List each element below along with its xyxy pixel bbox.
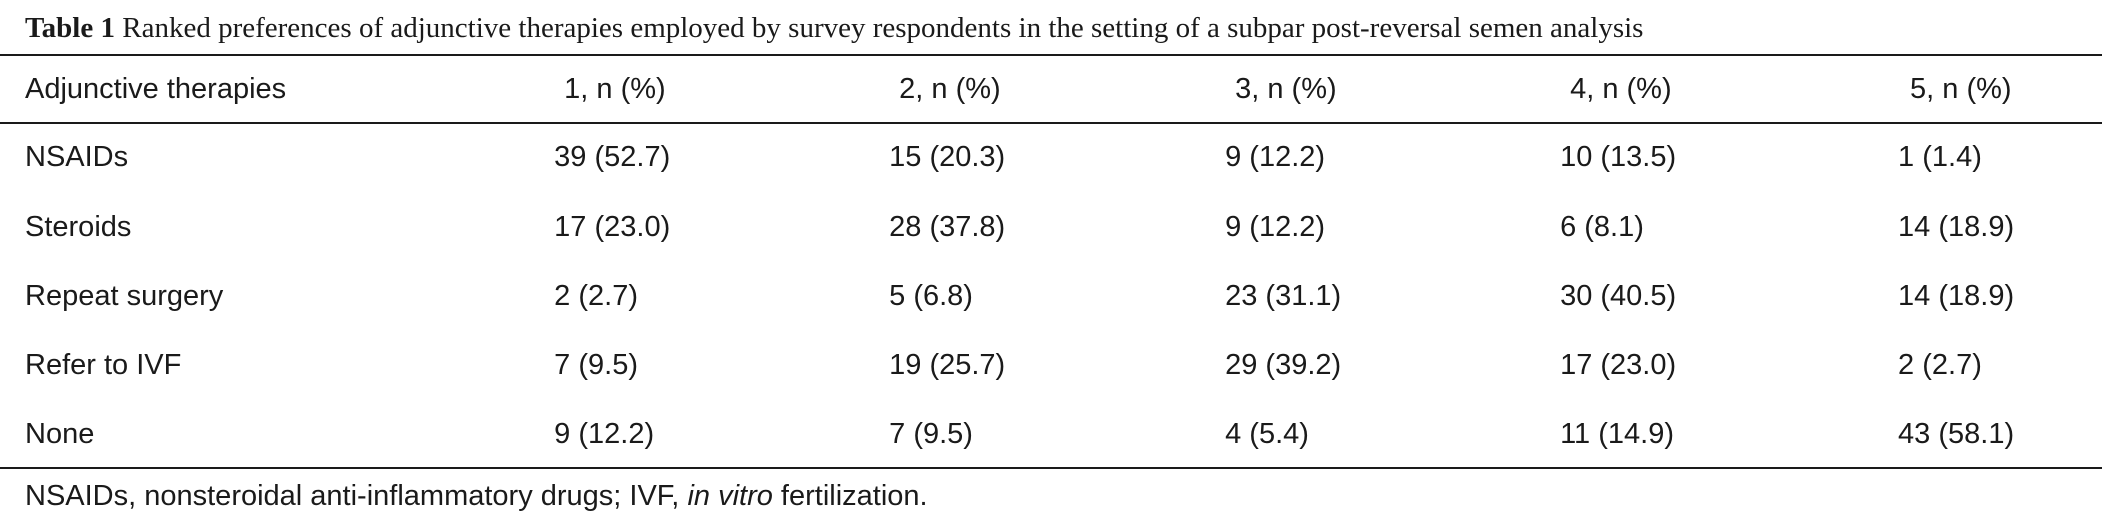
cell-value: 19 (25.7) [889,349,1006,381]
table-cell: 28 (37.8) [770,193,1105,262]
cell-value: 5 (6.8) [889,280,973,312]
table-cell: 11 (14.9) [1440,400,1775,469]
column-header-rank-3: 3, n (%) [1105,56,1440,122]
table-cell: 9 (12.2) [435,400,770,469]
cell-value: 7 (9.5) [889,418,973,450]
table-cell: 7 (9.5) [435,331,770,400]
table-cell: 14 (18.9) [1775,193,2102,262]
cell-value: 14 (18.9) [1898,280,2015,312]
table-bottom-rule [0,467,2102,469]
table-cell: 2 (2.7) [435,262,770,331]
table-cell: 30 (40.5) [1440,262,1775,331]
cell-value: 6 (8.1) [1560,211,1644,243]
column-header-rank-4: 4, n (%) [1440,56,1775,122]
cell-value: 15 (20.3) [889,141,1006,173]
cell-value: 4 (5.4) [1225,418,1309,450]
table-row: Repeat surgery 2 (2.7) 5 (6.8) 23 (31.1)… [0,262,2102,331]
column-header-label: 1, n (%) [564,72,666,105]
column-header-label: 5, n (%) [1910,72,2012,105]
row-label: Repeat surgery [25,280,224,312]
cell-value: 9 (12.2) [1225,141,1326,173]
table-caption-text: Ranked preferences of adjunctive therapi… [122,12,1644,44]
table-cell: 19 (25.7) [770,331,1105,400]
cell-value: 2 (2.7) [1898,349,1982,381]
table-cell: 9 (12.2) [1105,193,1440,262]
table-row: None 9 (12.2) 7 (9.5) 4 (5.4) 11 (14.9) … [0,400,2102,469]
column-header-label: 3, n (%) [1235,72,1337,105]
cell-value: 9 (12.2) [554,418,655,450]
table-caption: Table 1 Ranked preferences of adjunctive… [25,8,1643,48]
row-label: Steroids [25,211,132,243]
cell-value: 2 (2.7) [554,280,638,312]
column-header-rank-2: 2, n (%) [770,56,1105,122]
table-cell: 43 (58.1) [1775,400,2102,469]
cell-value: 10 (13.5) [1560,141,1677,173]
table-footnote: NSAIDs, nonsteroidal anti-inflammatory d… [25,478,928,514]
table-cell: 23 (31.1) [1105,262,1440,331]
preferences-table: Adjunctive therapies 1, n (%) 2, n (%) 3… [0,56,2102,469]
table-cell: 5 (6.8) [770,262,1105,331]
table-cell: 9 (12.2) [1105,122,1440,193]
table-cell: 7 (9.5) [770,400,1105,469]
cell-value: 14 (18.9) [1898,211,2015,243]
column-header-therapy: Adjunctive therapies [25,72,287,105]
footnote-text-end: fertilization. [772,480,928,512]
cell-value: 9 (12.2) [1225,211,1326,243]
row-label: None [25,418,95,450]
table-caption-label: Table 1 [25,12,115,44]
cell-value: 11 (14.9) [1560,418,1674,450]
column-header-rank-1: 1, n (%) [435,56,770,122]
cell-value: 39 (52.7) [554,141,671,173]
row-label: NSAIDs [25,141,129,173]
cell-value: 30 (40.5) [1560,280,1677,312]
cell-value: 43 (58.1) [1898,418,2015,450]
table-cell: 14 (18.9) [1775,262,2102,331]
table-row: NSAIDs 39 (52.7) 15 (20.3) 9 (12.2) 10 (… [0,122,2102,193]
footnote-text: NSAIDs, nonsteroidal anti-inflammatory d… [25,480,688,512]
table-row: Refer to IVF 7 (9.5) 19 (25.7) 29 (39.2)… [0,331,2102,400]
table-cell: 15 (20.3) [770,122,1105,193]
table-header-row: Adjunctive therapies 1, n (%) 2, n (%) 3… [0,56,2102,122]
table-cell: 1 (1.4) [1775,122,2102,193]
cell-value: 7 (9.5) [554,349,638,381]
cell-value: 17 (23.0) [1560,349,1677,381]
table-cell: 29 (39.2) [1105,331,1440,400]
table-cell: 4 (5.4) [1105,400,1440,469]
cell-value: 29 (39.2) [1225,349,1342,381]
table-cell: 17 (23.0) [1440,331,1775,400]
column-header-rank-5: 5, n (%) [1775,56,2102,122]
cell-value: 28 (37.8) [889,211,1006,243]
table-row: Steroids 17 (23.0) 28 (37.8) 9 (12.2) 6 … [0,193,2102,262]
cell-value: 1 (1.4) [1898,141,1982,173]
footnote-italic-text: in vitro [687,480,773,512]
row-label: Refer to IVF [25,349,182,381]
table-cell: 2 (2.7) [1775,331,2102,400]
cell-value: 23 (31.1) [1225,280,1342,312]
table-cell: 39 (52.7) [435,122,770,193]
table-cell: 10 (13.5) [1440,122,1775,193]
column-header-label: 2, n (%) [899,72,1001,105]
column-header-label: 4, n (%) [1570,72,1672,105]
table-top-rule [0,54,2102,56]
table-cell: 17 (23.0) [435,193,770,262]
cell-value: 17 (23.0) [554,211,671,243]
table-cell: 6 (8.1) [1440,193,1775,262]
table-header-rule [0,122,2102,124]
